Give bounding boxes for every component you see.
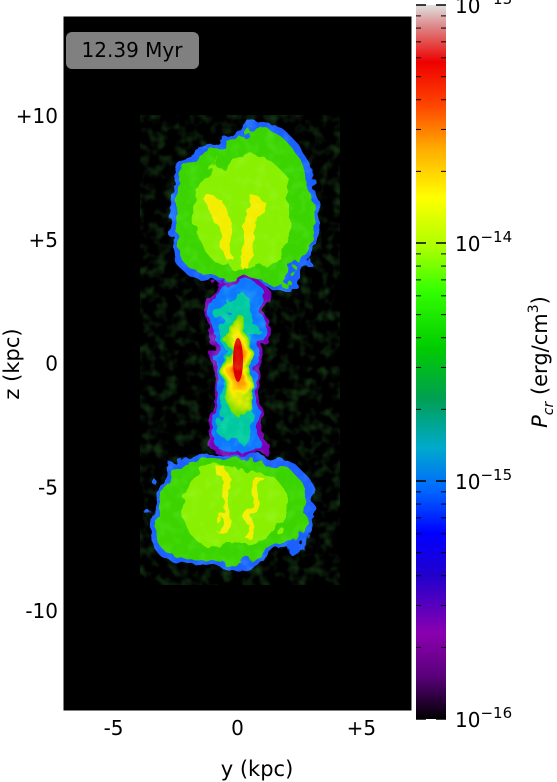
- colorbar-label-symbol: P: [528, 415, 552, 428]
- time-label-box: [66, 32, 199, 69]
- y-axis-label: z (kpc): [0, 328, 24, 399]
- x-tick-label: -5: [104, 716, 124, 740]
- x-tick-label: +5: [347, 716, 376, 740]
- colorbar-label-suffix: ): [528, 296, 552, 304]
- y-tick-label: 0: [45, 352, 58, 376]
- colorbar-minor-ticks: [416, 15, 446, 648]
- y-tick-label: +10: [16, 104, 58, 128]
- colorbar-label-subscript: cr: [541, 400, 557, 415]
- y-axis-ticks: +10 +5 0 -5 -10: [16, 104, 411, 623]
- colorbar-tick-label: 10−15: [455, 466, 512, 494]
- y-tick-label: +5: [29, 228, 58, 252]
- colorbar-tick-label: 10−13: [455, 0, 512, 18]
- y-tick-label: -10: [25, 599, 58, 623]
- colorbar-tick-label: 10−16: [455, 704, 512, 732]
- colorbar-tick-label: 10−14: [455, 228, 512, 256]
- y-tick-label: -5: [38, 475, 58, 499]
- colorbar-label-units: (erg/cm: [528, 313, 552, 401]
- colorbar-label-power: 3: [526, 304, 542, 313]
- colorbar-ticks: 10−13 10−14 10−15 10−16: [416, 0, 512, 732]
- colorbar: [416, 5, 446, 719]
- cosmic-ray-pressure-map: [140, 115, 340, 585]
- x-axis-ticks: -5 0 +5: [104, 17, 376, 740]
- colorbar-label: Pcr (erg/cm3): [526, 296, 557, 428]
- x-axis-label: y (kpc): [221, 757, 294, 781]
- time-label: 12.39 Myr: [82, 38, 184, 62]
- x-tick-label: 0: [231, 716, 244, 740]
